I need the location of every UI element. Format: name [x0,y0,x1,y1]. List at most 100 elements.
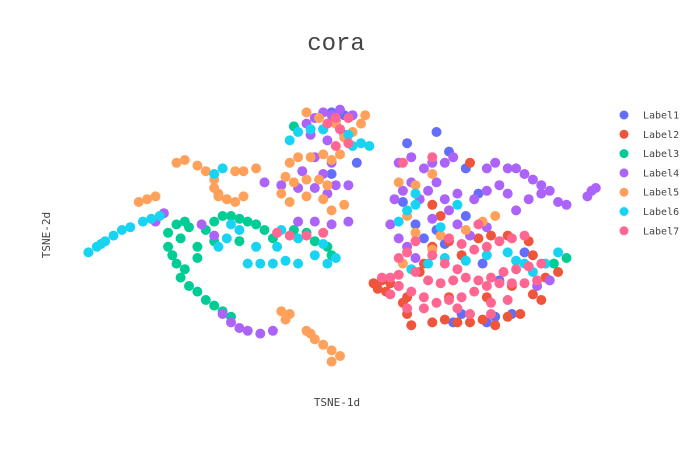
data-point-label6-40[interactable] [423,258,434,269]
data-point-label1-21[interactable] [351,157,362,168]
data-point-label6-23[interactable] [221,233,232,244]
data-point-label7-56[interactable] [397,157,408,168]
data-point-label1-12[interactable] [410,219,421,230]
legend[interactable]: Label1 Label2 Label3 Label4 Label5 Label6 Labe… [619,110,680,238]
data-point-label7-34[interactable] [519,278,530,289]
data-point-label6-8[interactable] [154,211,165,221]
data-point-label4-56[interactable] [309,216,320,227]
data-point-label4-23[interactable] [389,194,400,205]
data-point-label5-21[interactable] [326,155,337,165]
data-point-label6-36[interactable] [393,216,404,227]
data-point-label6-18[interactable] [309,250,320,261]
data-point-label7-5[interactable] [343,138,354,149]
data-point-label1-23[interactable] [402,138,413,149]
data-point-label6-49[interactable] [553,247,564,258]
data-point-label4-27[interactable] [423,185,434,196]
data-point-label5-25[interactable] [301,174,312,185]
data-point-label5-7[interactable] [230,166,241,177]
data-point-label4-61[interactable] [234,323,245,333]
data-point-label4-22[interactable] [448,152,459,163]
data-point-label3-18[interactable] [209,216,220,227]
data-point-label3-5[interactable] [163,241,174,252]
data-point-label4-29[interactable] [439,194,450,205]
data-point-label1-4[interactable] [431,127,442,137]
data-point-label2-10[interactable] [452,317,463,328]
data-point-label3-1[interactable] [171,219,182,230]
data-point-label6-3[interactable] [108,230,119,241]
data-point-label4-18[interactable] [406,152,417,163]
data-point-label1-19[interactable] [519,247,530,258]
data-point-label7-20[interactable] [498,267,509,277]
data-point-label7-3[interactable] [335,124,345,135]
data-point-label7-14[interactable] [423,275,434,286]
data-point-label7-52[interactable] [402,247,413,258]
data-point-label4-11[interactable] [309,183,320,193]
data-point-label5-8[interactable] [238,166,249,177]
data-point-label7-9[interactable] [318,227,329,238]
data-point-label4-74[interactable] [544,275,555,286]
data-point-label5-41[interactable] [276,306,287,317]
data-point-label2-16[interactable] [527,289,538,300]
data-point-label5-28[interactable] [276,188,287,199]
data-point-label5-22[interactable] [335,149,345,160]
data-point-label4-42[interactable] [519,169,530,179]
data-point-label5-26[interactable] [314,174,324,185]
data-point-label7-43[interactable] [469,244,480,255]
data-point-label6-19[interactable] [322,258,333,269]
data-point-label6-24[interactable] [213,241,224,252]
data-point-label4-24[interactable] [397,185,408,196]
data-point-label7-4[interactable] [330,141,341,151]
data-point-label1-6[interactable] [477,258,488,269]
data-point-label4-37[interactable] [536,188,547,199]
data-point-label7-10[interactable] [376,272,387,283]
data-point-label4-55[interactable] [293,216,304,227]
data-point-label7-13[interactable] [410,267,421,277]
data-point-label3-23[interactable] [251,219,262,230]
data-point-label6-12[interactable] [267,258,278,269]
data-point-label4-64[interactable] [267,325,278,336]
data-point-label7-15[interactable] [435,278,446,289]
legend-item-label7[interactable]: Label7 [619,226,680,237]
data-point-label7-19[interactable] [486,272,496,283]
data-point-label6-0[interactable] [83,247,94,258]
data-point-label5-35[interactable] [314,113,324,123]
data-point-label7-23[interactable] [536,258,547,269]
legend-item-label5[interactable]: Label5 [619,187,680,199]
data-point-label4-7[interactable] [322,135,333,146]
data-point-label6-15[interactable] [251,241,262,252]
data-point-label3-12[interactable] [200,295,211,305]
data-point-label3-16[interactable] [192,241,203,252]
data-point-label7-59[interactable] [486,309,496,319]
data-point-label2-28[interactable] [465,157,475,168]
data-point-label3-20[interactable] [226,211,236,221]
data-point-label7-7[interactable] [284,230,295,241]
data-point-label7-12[interactable] [393,269,404,280]
data-point-label7-42[interactable] [456,239,467,249]
data-point-label3-0[interactable] [163,227,174,238]
legend-item-label2[interactable]: Label2 [619,129,680,141]
data-point-label3-32[interactable] [561,253,572,263]
data-point-label5-0[interactable] [171,157,182,168]
data-point-label6-21[interactable] [234,225,245,235]
data-point-label5-13[interactable] [238,191,249,202]
data-point-label7-0[interactable] [322,118,333,129]
data-point-label3-30[interactable] [234,236,245,247]
data-point-label2-7[interactable] [406,320,417,331]
data-point-label4-28[interactable] [431,177,442,188]
data-point-label7-16[interactable] [448,275,459,286]
data-point-label7-45[interactable] [494,236,505,247]
data-point-label7-50[interactable] [452,264,463,275]
data-point-label2-13[interactable] [490,320,501,331]
data-point-label6-37[interactable] [402,205,413,216]
data-point-label4-41[interactable] [511,163,522,174]
data-point-label2-33[interactable] [553,267,564,277]
data-point-label7-6[interactable] [272,227,283,238]
data-point-label4-54[interactable] [209,230,220,241]
data-point-label2-15[interactable] [515,309,526,319]
data-point-label4-33[interactable] [494,180,505,191]
data-point-label6-20[interactable] [330,253,341,263]
data-point-label4-44[interactable] [536,180,547,191]
data-point-label5-19[interactable] [305,152,316,163]
data-point-label4-45[interactable] [544,185,555,196]
data-point-label5-20[interactable] [318,149,329,160]
